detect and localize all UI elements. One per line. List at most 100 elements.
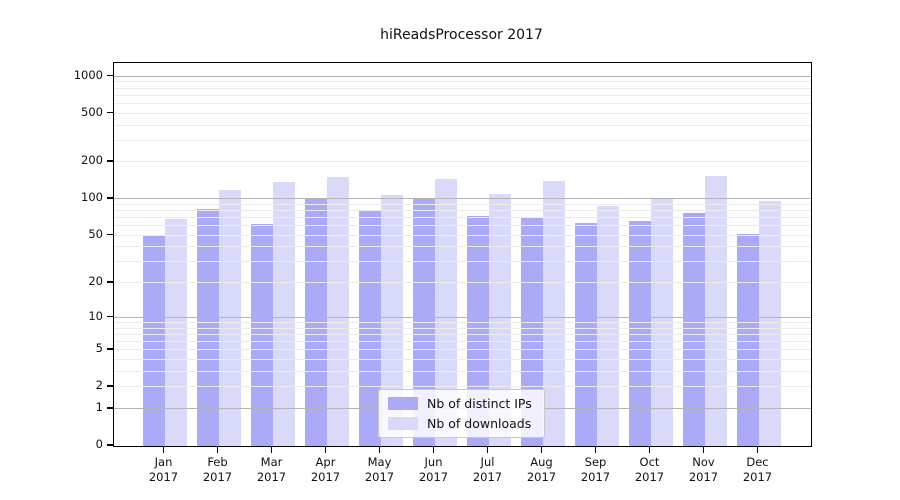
major-gridline-10 bbox=[114, 316, 811, 318]
minor-gridline-40 bbox=[114, 246, 811, 248]
bar-downloads-jun bbox=[434, 178, 457, 446]
x-tick-label-jun: Jun 2017 bbox=[418, 455, 449, 484]
bar-downloads-may bbox=[380, 195, 403, 446]
minor-gridline-90 bbox=[114, 203, 811, 205]
minor-gridline-700 bbox=[114, 94, 811, 96]
bar-downloads-sep bbox=[596, 205, 619, 446]
y-tick-label-2: 2 bbox=[95, 378, 103, 393]
bar-downloads-oct bbox=[650, 197, 673, 446]
x-tick-aug bbox=[540, 447, 543, 453]
legend-label-downloads: Nb of downloads bbox=[427, 416, 532, 431]
bar-downloads-nov bbox=[704, 176, 727, 446]
minor-gridline-500 bbox=[114, 112, 811, 114]
major-gridline-1000 bbox=[114, 75, 811, 77]
minor-gridline-3 bbox=[114, 370, 811, 372]
y-tick-20 bbox=[107, 281, 113, 283]
x-tick-feb bbox=[216, 447, 219, 453]
y-tick-100 bbox=[107, 197, 113, 199]
legend-swatch-downloads bbox=[388, 417, 418, 430]
legend-label-distinct-ips: Nb of distinct IPs bbox=[427, 396, 532, 411]
bar-distinct-ips-jan bbox=[142, 235, 165, 446]
x-tick-jul bbox=[486, 447, 489, 453]
x-tick-mar bbox=[270, 447, 273, 453]
y-tick-1000 bbox=[107, 74, 113, 77]
y-tick-label-100: 100 bbox=[81, 190, 103, 205]
x-tick-label-sep: Sep 2017 bbox=[580, 455, 611, 484]
minor-gridline-80 bbox=[114, 210, 811, 212]
x-tick-label-oct: Oct 2017 bbox=[634, 455, 665, 484]
x-tick-nov bbox=[702, 447, 705, 453]
y-tick-label-0: 0 bbox=[95, 437, 103, 451]
y-tick-label-10: 10 bbox=[88, 308, 103, 323]
x-tick-label-jul: Jul 2017 bbox=[472, 455, 503, 484]
minor-gridline-8 bbox=[114, 327, 811, 329]
y-tick-1 bbox=[107, 406, 113, 409]
minor-gridline-20 bbox=[114, 282, 811, 284]
minor-gridline-50 bbox=[114, 234, 811, 236]
minor-gridline-60 bbox=[114, 225, 811, 227]
bar-downloads-jul bbox=[488, 194, 511, 446]
legend-item-downloads: Nb of downloads bbox=[388, 416, 532, 431]
y-tick-500 bbox=[107, 111, 113, 114]
y-tick-label-50: 50 bbox=[88, 226, 103, 241]
minor-gridline-300 bbox=[114, 139, 811, 141]
legend: Nb of distinct IPs Nb of downloads bbox=[378, 389, 545, 438]
y-tick-200 bbox=[107, 160, 113, 163]
bar-downloads-mar bbox=[272, 182, 295, 446]
x-tick-jan bbox=[162, 447, 165, 453]
y-tick-2 bbox=[107, 385, 113, 387]
minor-gridline-30 bbox=[114, 261, 811, 263]
x-tick-label-nov: Nov 2017 bbox=[688, 455, 719, 484]
bar-distinct-ips-dec bbox=[736, 233, 759, 446]
x-tick-label-aug: Aug 2017 bbox=[526, 455, 557, 484]
y-tick-label-20: 20 bbox=[88, 274, 103, 289]
minor-gridline-7 bbox=[114, 333, 811, 335]
bar-downloads-dec bbox=[758, 200, 781, 446]
x-tick-sep bbox=[594, 447, 597, 453]
y-tick-label-1000: 1000 bbox=[73, 67, 103, 82]
y-tick-50 bbox=[107, 233, 113, 236]
x-tick-label-may: May 2017 bbox=[364, 455, 395, 484]
chart-title: hiReadsProcessor 2017 bbox=[380, 27, 543, 43]
minor-gridline-900 bbox=[114, 81, 811, 83]
minor-gridline-5 bbox=[114, 349, 811, 351]
minor-gridline-4 bbox=[114, 358, 811, 360]
bar-downloads-apr bbox=[326, 177, 349, 446]
x-tick-label-feb: Feb 2017 bbox=[202, 455, 233, 484]
minor-gridline-800 bbox=[114, 87, 811, 89]
x-tick-jun bbox=[432, 447, 435, 453]
x-tick-label-mar: Mar 2017 bbox=[256, 455, 287, 484]
x-tick-oct bbox=[648, 447, 651, 453]
major-gridline-100 bbox=[114, 198, 811, 200]
y-tick-10 bbox=[107, 315, 113, 318]
bar-distinct-ips-nov bbox=[682, 212, 705, 446]
x-tick-dec bbox=[756, 447, 759, 453]
x-tick-label-jan: Jan 2017 bbox=[148, 455, 179, 484]
bar-distinct-ips-oct bbox=[628, 221, 651, 446]
x-tick-may bbox=[378, 447, 381, 453]
bar-distinct-ips-jul bbox=[466, 215, 489, 446]
y-tick-label-200: 200 bbox=[81, 153, 103, 168]
x-tick-label-apr: Apr 2017 bbox=[310, 455, 341, 484]
y-tick-label-500: 500 bbox=[81, 104, 103, 119]
minor-gridline-200 bbox=[114, 161, 811, 163]
minor-gridline-600 bbox=[114, 102, 811, 104]
legend-swatch-distinct-ips bbox=[388, 397, 418, 410]
minor-gridline-6 bbox=[114, 340, 811, 342]
x-tick-label-dec: Dec 2017 bbox=[742, 455, 773, 484]
y-tick-5 bbox=[107, 348, 113, 350]
x-tick-apr bbox=[324, 447, 327, 453]
y-tick-label-1: 1 bbox=[95, 399, 103, 414]
minor-gridline-2 bbox=[114, 386, 811, 388]
legend-item-distinct-ips: Nb of distinct IPs bbox=[388, 396, 532, 411]
bar-downloads-jan bbox=[164, 218, 187, 446]
minor-gridline-400 bbox=[114, 124, 811, 126]
y-tick-label-5: 5 bbox=[95, 341, 103, 356]
bar-distinct-ips-aug bbox=[520, 217, 543, 446]
plot-area bbox=[113, 62, 812, 447]
y-tick-0 bbox=[107, 444, 113, 446]
minor-gridline-70 bbox=[114, 217, 811, 219]
minor-gridline-9 bbox=[114, 321, 811, 323]
bar-downloads-aug bbox=[542, 181, 565, 446]
